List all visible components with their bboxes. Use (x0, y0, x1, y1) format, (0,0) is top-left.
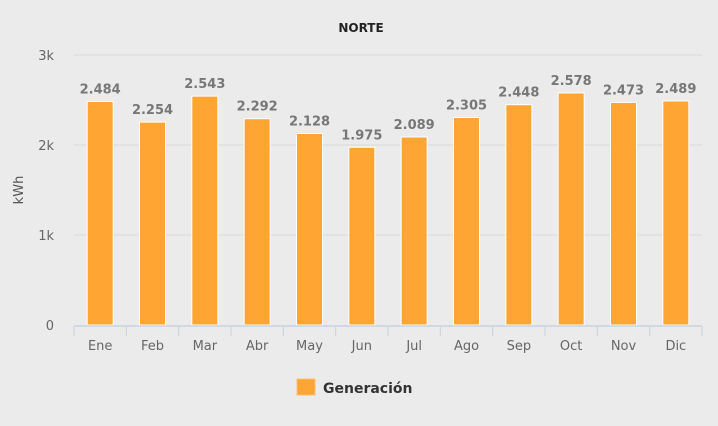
bar[interactable] (243, 118, 271, 326)
bar[interactable] (191, 95, 219, 326)
data-label: 2.128 (289, 114, 330, 129)
bar[interactable] (139, 121, 166, 326)
data-label: 2.305 (446, 99, 487, 114)
y-tick-label: 2k (38, 139, 54, 154)
x-tick-label: Ago (454, 339, 479, 354)
x-tick-label: Nov (611, 339, 637, 354)
x-tick-label: Feb (141, 339, 164, 354)
legend-swatch (296, 378, 316, 396)
data-label: 2.254 (132, 103, 173, 118)
bar[interactable] (557, 92, 585, 326)
y-tick-label: 3k (38, 49, 54, 64)
bar[interactable] (505, 104, 533, 326)
x-tick-label: Ene (88, 339, 112, 354)
legend[interactable]: Generación (296, 378, 412, 397)
chart-title: NORTE (338, 21, 383, 35)
data-label: 2.543 (184, 77, 225, 92)
bar[interactable] (453, 117, 480, 326)
x-tick-label: Jun (351, 339, 372, 354)
legend-label: Generación (323, 381, 412, 397)
bar[interactable] (400, 136, 428, 326)
data-label: 2.578 (551, 74, 592, 89)
bar[interactable] (86, 100, 114, 326)
x-tick-label: Abr (246, 339, 269, 354)
x-tick-label: May (296, 339, 323, 354)
bar[interactable] (662, 100, 690, 326)
y-tick-label: 0 (46, 319, 54, 334)
data-label: 2.292 (237, 100, 278, 115)
x-tick-label: Dic (665, 339, 686, 354)
x-tick-label: Jul (405, 339, 422, 354)
data-label: 2.489 (655, 82, 696, 97)
data-label: 2.484 (80, 82, 121, 97)
data-label: 2.448 (498, 86, 539, 101)
data-label: 2.473 (603, 83, 644, 98)
y-tick-label: 1k (38, 229, 54, 244)
bar[interactable] (610, 101, 637, 326)
bar[interactable] (348, 146, 376, 326)
bar[interactable] (296, 132, 323, 326)
x-tick-label: Mar (193, 339, 218, 354)
data-label: 2.089 (394, 118, 435, 133)
x-tick-label: Oct (560, 339, 582, 354)
data-label: 1.975 (341, 128, 382, 143)
x-tick-label: Sep (507, 339, 532, 354)
y-axis-label: kWh (12, 176, 27, 205)
